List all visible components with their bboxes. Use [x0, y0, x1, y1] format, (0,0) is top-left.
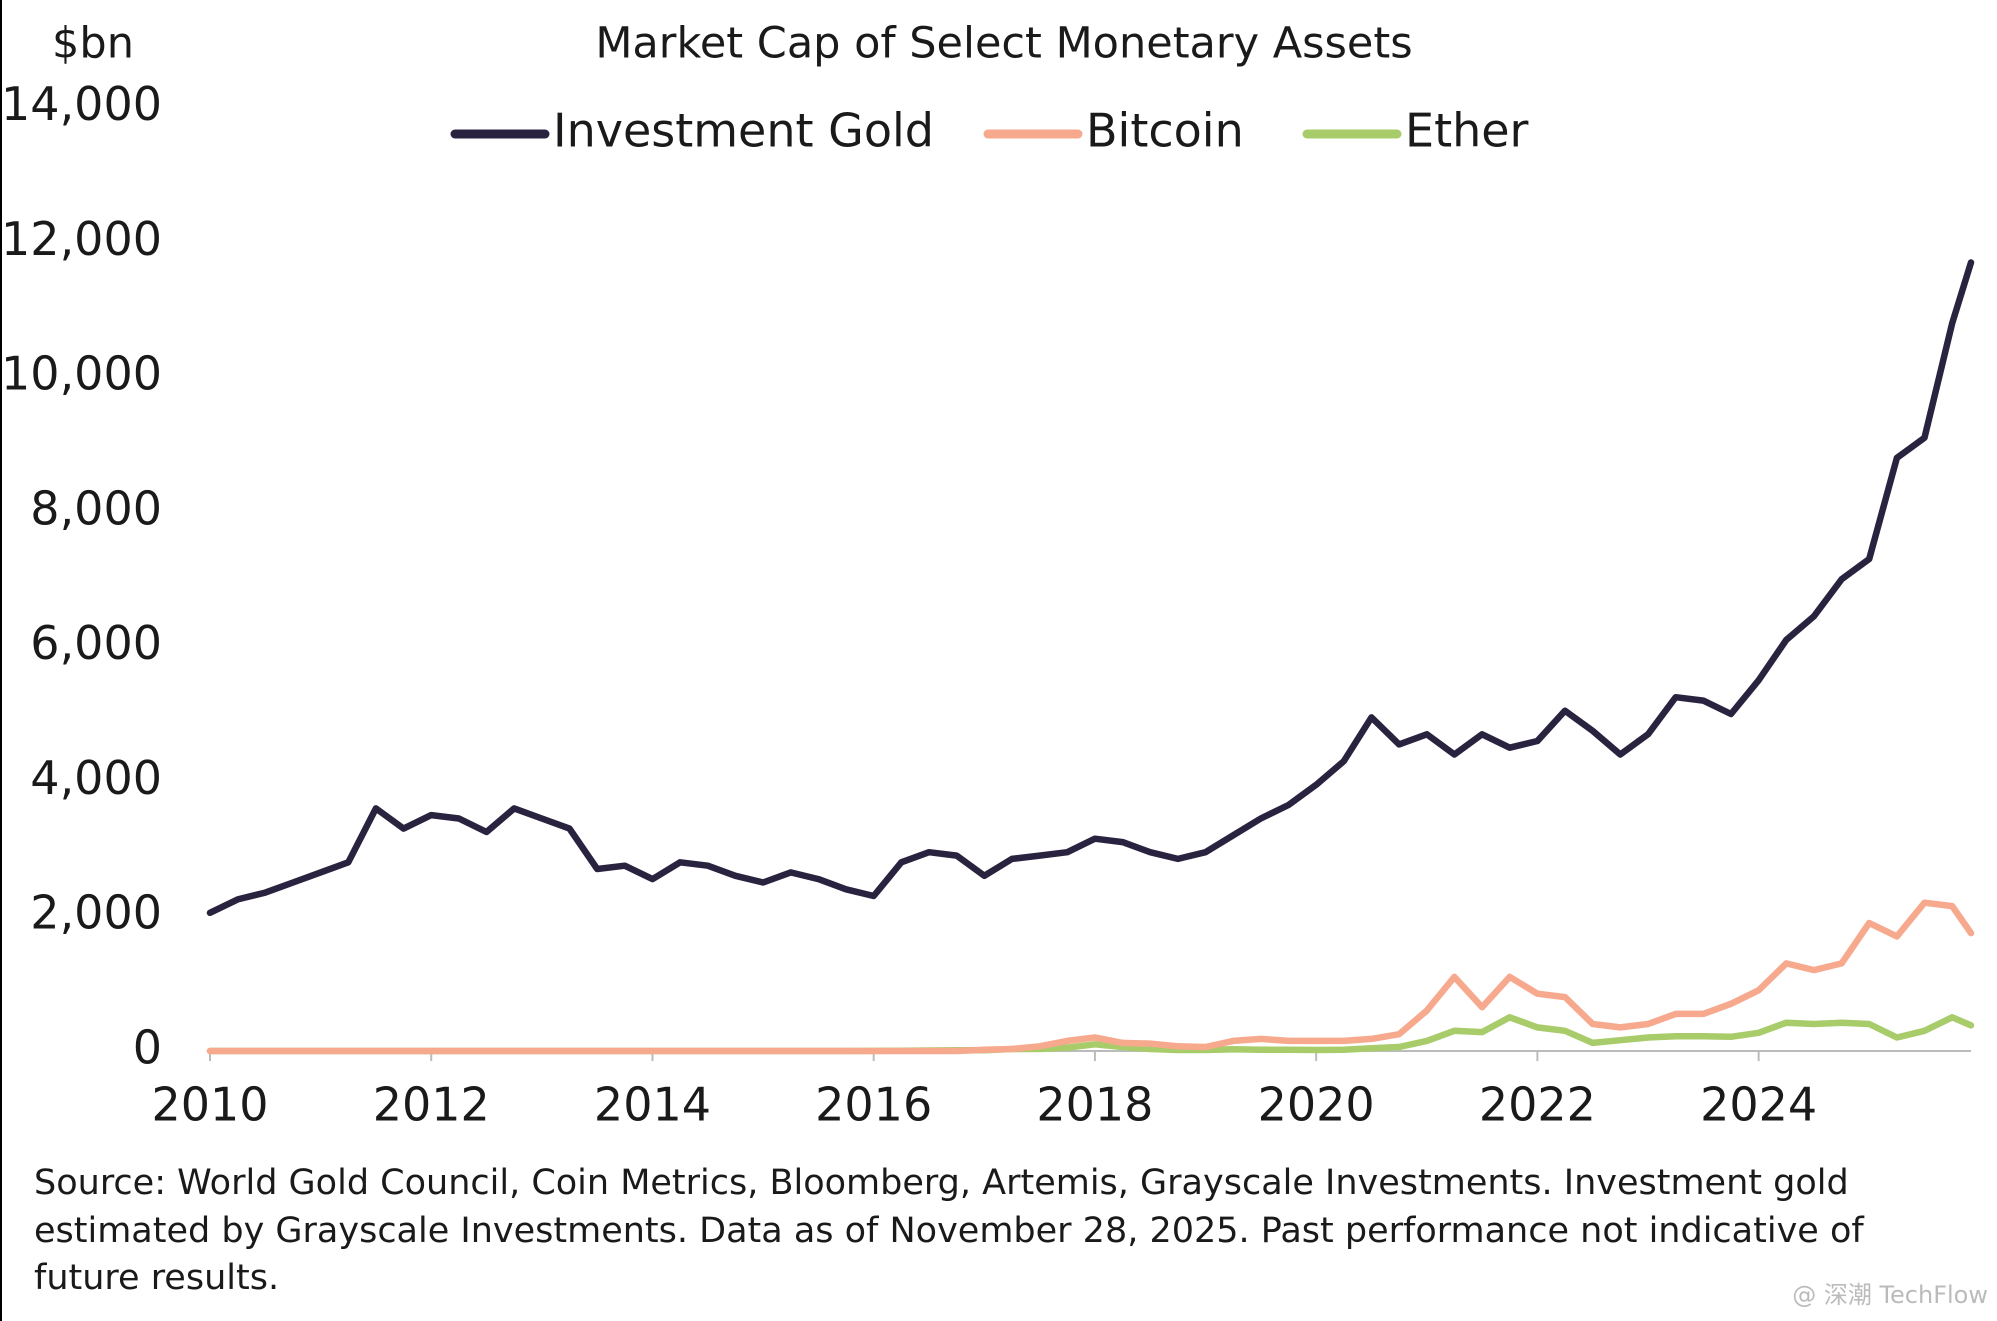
legend-label: Bitcoin — [1086, 104, 1244, 158]
y-tick-label: 4,000 — [30, 751, 162, 805]
y-axis-label: $bn — [52, 19, 134, 69]
x-tick-label: 2014 — [594, 1078, 711, 1132]
x-tick-label: 2020 — [1258, 1078, 1375, 1132]
y-tick-label: 8,000 — [30, 481, 162, 535]
legend-label: Investment Gold — [553, 104, 934, 158]
y-tick-label: 2,000 — [30, 886, 162, 940]
legend-label: Ether — [1405, 104, 1529, 158]
x-tick-label: 2010 — [151, 1078, 268, 1132]
series-line — [206, 259, 1975, 917]
x-tick-label: 2024 — [1700, 1078, 1817, 1132]
chart-title: Market Cap of Select Monetary Assets — [595, 19, 1412, 69]
y-tick-label: 10,000 — [1, 347, 162, 401]
x-tick-label: 2018 — [1036, 1078, 1153, 1132]
x-tick-label: 2022 — [1479, 1078, 1596, 1132]
y-tick-label: 14,000 — [1, 77, 162, 131]
y-tick-label: 0 — [133, 1021, 162, 1075]
series-line — [206, 899, 1975, 1055]
source-note: future results. — [34, 1258, 279, 1298]
source-note: estimated by Grayscale Investments. Data… — [34, 1211, 1864, 1251]
x-tick-label: 2016 — [815, 1078, 932, 1132]
x-tick-label: 2012 — [373, 1078, 490, 1132]
watermark: @ 深潮 TechFlow — [1792, 1281, 1988, 1309]
y-tick-label: 6,000 — [30, 616, 162, 670]
source-note: Source: World Gold Council, Coin Metrics… — [34, 1163, 1849, 1203]
y-tick-label: 12,000 — [1, 212, 162, 266]
